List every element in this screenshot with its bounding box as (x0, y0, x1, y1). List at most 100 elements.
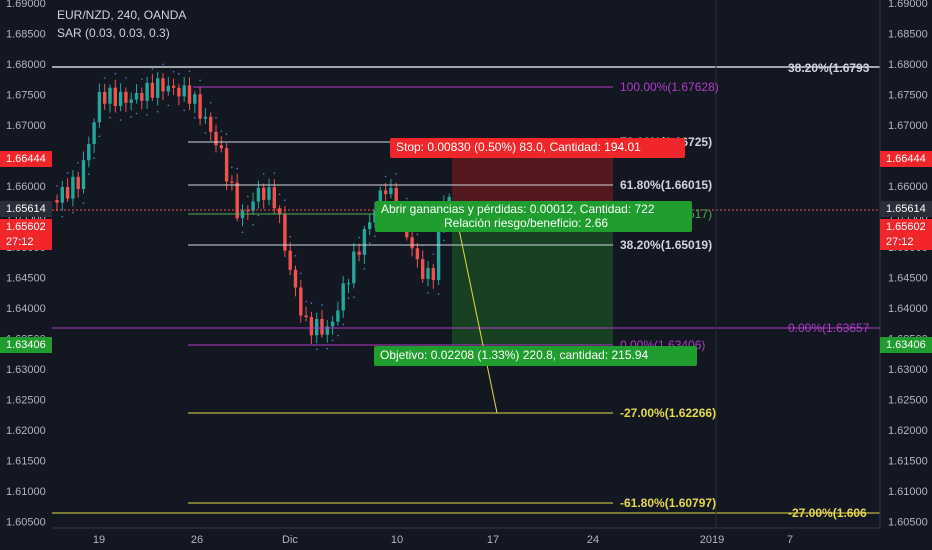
sar-dot (374, 235, 376, 238)
risk-reward-label: Relación riesgo/beneficio: 2.66 (444, 216, 608, 230)
sar-dot (156, 110, 159, 113)
level-label: -27.00%(1.62266) (620, 406, 716, 420)
price-label: 1.61500 (888, 455, 928, 467)
sar-dot (114, 72, 117, 75)
candle-body (92, 122, 96, 145)
candle-body (198, 94, 202, 119)
candle-body (60, 187, 64, 203)
price-label: 1.61000 (6, 486, 46, 498)
price-label: 1.69000 (888, 0, 928, 10)
candle-body (362, 229, 367, 255)
price-badge-label: 1.65614 (6, 203, 46, 215)
sar-dot (119, 119, 122, 121)
sar-dot (183, 109, 185, 112)
price-label: 1.64500 (6, 272, 46, 284)
sar-dot (342, 323, 345, 326)
price-label: 1.68000 (888, 59, 928, 71)
level-label: -61.80%(1.60797) (620, 496, 716, 510)
candle-body (431, 268, 435, 280)
candle-body (103, 91, 107, 104)
sar-dot (209, 101, 212, 104)
time-label: Dic (282, 534, 298, 546)
price-badge (880, 201, 932, 217)
price-badge-label: 1.65614 (886, 203, 926, 215)
sar-dot (61, 215, 64, 218)
candle-body (272, 187, 276, 209)
sar-dot (289, 235, 292, 238)
price-badge (0, 201, 52, 217)
candle-body (267, 187, 271, 200)
time-label: 7 (787, 534, 793, 546)
price-label: 1.68000 (6, 59, 46, 71)
sar-dot (300, 272, 302, 275)
pnl-label: Abrir ganancias y pérdidas: 0.00012, Can… (381, 202, 655, 216)
candle-body (293, 269, 298, 288)
sar-dot (284, 199, 286, 202)
sar-dot (384, 175, 387, 178)
candle-body (415, 248, 420, 260)
candle-body (145, 82, 149, 101)
candle-body (203, 116, 208, 119)
price-label: 1.62500 (6, 394, 46, 406)
sar-dot (241, 231, 244, 234)
candle-body (193, 94, 197, 104)
price-label: 1.68500 (6, 28, 46, 40)
sar-dot (146, 114, 148, 116)
price-badge (880, 219, 932, 235)
price-badge (880, 234, 932, 250)
candle-body (187, 85, 192, 104)
price-label: 1.67500 (888, 89, 928, 101)
sar-dot (353, 296, 355, 298)
candle-body (182, 85, 186, 97)
price-badge (0, 337, 52, 353)
candle-body (129, 99, 133, 103)
candle-body (283, 214, 287, 251)
sar-dot (231, 166, 233, 169)
price-badge (880, 337, 932, 353)
target-zone (452, 210, 613, 345)
candle-body (81, 160, 86, 189)
price-label: 1.69000 (6, 0, 46, 10)
sar-dot (215, 117, 217, 119)
price-label: 1.62000 (6, 425, 46, 437)
sar-dot (395, 173, 398, 175)
candle-body (113, 87, 117, 107)
candle-body (118, 91, 123, 107)
sar-dot (273, 172, 276, 174)
price-badge-label: 1.63406 (6, 339, 46, 351)
sar-dot (432, 253, 435, 255)
candle-body (262, 187, 266, 200)
price-label: 1.61500 (6, 455, 46, 467)
candle-body (447, 196, 451, 204)
candle-body (304, 315, 308, 318)
price-label: 1.67000 (6, 120, 46, 132)
level-label: 100.00%(1.67628) (620, 80, 719, 94)
sar-dot (262, 172, 265, 175)
sar-dot (125, 77, 127, 79)
sar-dot (194, 116, 196, 119)
sar-dot (294, 254, 297, 257)
price-label: 1.60500 (6, 516, 46, 528)
price-label: 1.61000 (888, 486, 928, 498)
sar-dot (363, 268, 366, 270)
price-label: 1.63000 (888, 364, 928, 376)
candle-body (251, 201, 255, 211)
candle-body (108, 87, 112, 104)
sar-dot (135, 112, 138, 115)
projection-line (454, 209, 498, 414)
candle-body (246, 210, 250, 212)
candle-body (357, 251, 361, 255)
candle-body (87, 144, 91, 161)
level-label: -27.00%(1.606 (788, 506, 867, 520)
candle-body (177, 87, 181, 97)
sar-dot (347, 297, 350, 299)
candle-body (330, 321, 335, 327)
candle-body (76, 176, 80, 189)
price-label: 1.62500 (888, 394, 928, 406)
candle-body (277, 208, 282, 215)
candle-body (124, 91, 128, 103)
candle-body (346, 283, 351, 285)
target-label: Objetivo: 0.02208 (1.33%) 220.8, cantida… (380, 348, 649, 362)
sar-dot (278, 193, 281, 196)
